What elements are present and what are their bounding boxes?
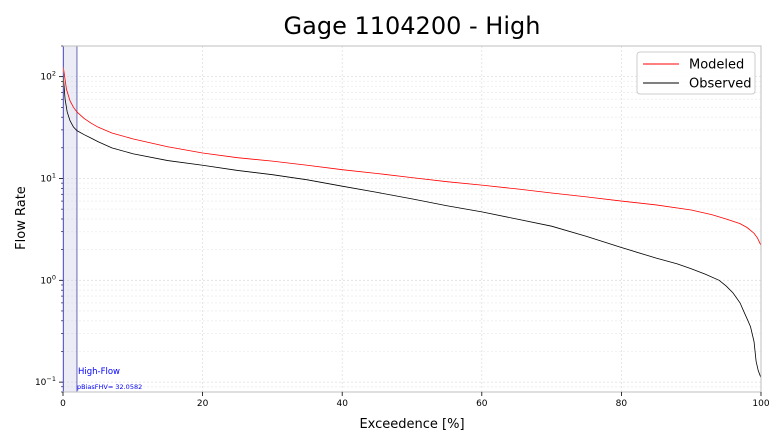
x-tick-label: 80 <box>616 399 628 409</box>
x-tick-label: 0 <box>60 399 66 409</box>
x-tick-label: 100 <box>752 399 769 409</box>
x-axis-ticks: 0 20 40 60 80 100 <box>60 392 770 409</box>
x-tick-label: 60 <box>476 399 488 409</box>
x-tick-label: 20 <box>197 399 209 409</box>
y-tick-label: 102 <box>40 70 56 83</box>
y-tick-label: 100 <box>40 273 56 286</box>
series-group <box>62 64 762 379</box>
legend: Modeled Observed <box>636 51 756 95</box>
legend-box <box>636 51 756 95</box>
y-axis-ticks: 10−1 100 101 102 <box>35 45 63 393</box>
series-line-modeled <box>62 64 762 246</box>
series-line-observed <box>62 72 762 379</box>
grid <box>62 45 762 393</box>
legend-label-observed: Observed <box>689 77 752 92</box>
high-flow-label: High-Flow <box>78 367 120 377</box>
legend-label-modeled: Modeled <box>689 58 744 73</box>
chart-title: Gage 1104200 - High <box>284 12 541 40</box>
x-tick-label: 40 <box>336 399 348 409</box>
high-flow-shade <box>63 46 77 392</box>
y-tick-label: 10−1 <box>35 375 56 388</box>
pbias-annotation: pBiasFHV= 32.0582 <box>77 383 142 391</box>
y-tick-label: 101 <box>40 171 56 184</box>
x-axis-label: Exceedence [%] <box>359 417 464 432</box>
y-axis-label: Flow Rate <box>14 186 29 250</box>
